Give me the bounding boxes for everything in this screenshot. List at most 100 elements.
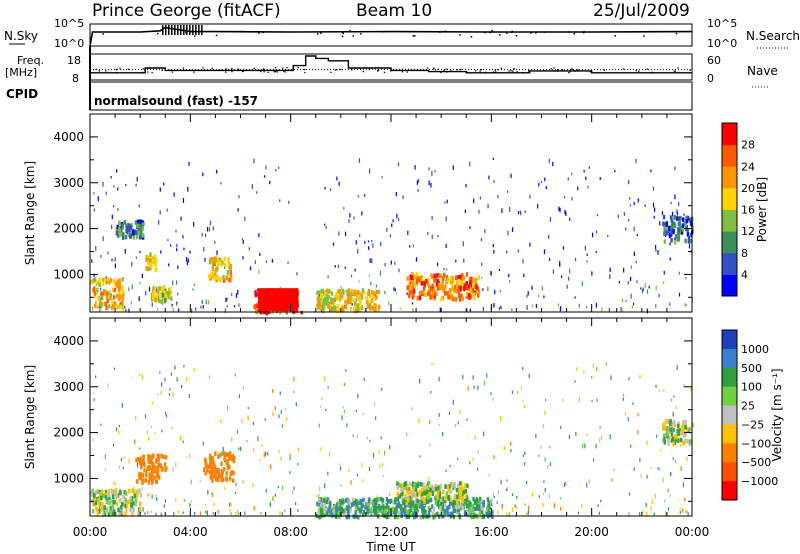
velocity-echo: [350, 480, 352, 485]
velocity-cell: [385, 514, 389, 520]
power-cell: [687, 235, 691, 240]
power-echo: [609, 274, 611, 279]
power-cell: [408, 293, 411, 298]
velocity-echo: [520, 387, 522, 390]
power-cell: [152, 295, 155, 301]
power-cell: [431, 283, 434, 289]
power-echo: [343, 207, 345, 210]
power-cell: [229, 266, 232, 272]
power-cell: [339, 292, 342, 297]
velocity-echo: [134, 439, 136, 445]
freq-point: [115, 69, 117, 71]
velocity-cell: [91, 508, 95, 514]
freq-point: [527, 69, 530, 71]
velocity-cell: [212, 460, 215, 465]
freq-point: [231, 71, 233, 73]
velocity-echo: [438, 376, 440, 382]
power-echo: [244, 216, 246, 221]
power-cell: [365, 296, 368, 301]
power-echo: [469, 226, 471, 230]
power-cell: [687, 239, 691, 244]
power-cell: [431, 294, 434, 300]
power-cell: [341, 306, 345, 311]
power-cell: [101, 295, 104, 301]
velocity-echo: [370, 501, 372, 505]
power-cell: [222, 275, 225, 280]
power-echo: [489, 270, 492, 276]
power-echo: [635, 158, 637, 164]
power-echo: [644, 203, 646, 208]
power-cell: [684, 222, 687, 227]
velocity-echo: [363, 377, 365, 382]
velocity-echo: [646, 440, 648, 446]
power-cell: [377, 289, 381, 295]
velocity-echo: [406, 432, 408, 436]
power-cell: [106, 276, 110, 282]
velocity-cell: [682, 429, 685, 434]
velocity-cell: [157, 454, 161, 459]
velocity-cell: [664, 426, 667, 432]
velocity-echo: [361, 463, 363, 468]
nsearch-point: [241, 30, 244, 33]
power-cell: [671, 229, 674, 234]
power-echo: [632, 302, 635, 306]
power-echo: [178, 308, 180, 313]
velocity-echo: [622, 393, 625, 397]
power-cell: [677, 231, 681, 237]
power-echo: [332, 242, 335, 246]
velocity-colorbar-segment: [722, 424, 737, 444]
velocity-echo: [628, 492, 631, 496]
velocity-echo: [213, 502, 215, 506]
power-cell: [127, 227, 131, 232]
power-echo: [548, 158, 550, 164]
power-echo: [508, 273, 510, 278]
power-cell: [254, 290, 257, 295]
velocity-echo: [223, 487, 226, 490]
velocity-cell: [158, 462, 162, 468]
power-cell: [456, 279, 459, 285]
freq-point: [512, 68, 515, 71]
freq-point: [556, 70, 559, 72]
velocity-cell: [491, 514, 494, 520]
ytick-label: 2000: [53, 222, 84, 236]
power-echo: [271, 259, 273, 263]
velocity-cell: [451, 503, 455, 509]
velocity-echo: [599, 425, 601, 430]
power-panel: [89, 113, 694, 316]
velocity-echo: [343, 382, 346, 387]
power-echo: [388, 301, 390, 306]
power-cell: [473, 295, 476, 301]
freq-point: [119, 67, 121, 70]
velocity-echo: [133, 486, 135, 490]
velocity-echo: [690, 387, 692, 392]
freq-point: [377, 70, 379, 72]
velocity-echo: [662, 477, 664, 483]
velocity-cell: [420, 499, 424, 505]
velocity-cell: [149, 475, 153, 481]
power-cell: [477, 289, 481, 294]
velocity-echo: [523, 404, 526, 409]
power-cell: [413, 283, 417, 288]
power-echo: [168, 263, 170, 267]
velocity-cell: [457, 504, 460, 510]
nsearch-point: [215, 34, 218, 37]
velocity-echo: [683, 383, 685, 388]
velocity-echo: [141, 487, 144, 490]
velocity-echo: [229, 509, 231, 512]
velocity-echo: [428, 476, 430, 480]
velocity-cell: [462, 505, 465, 511]
power-cell: [213, 275, 217, 280]
velocity-echo: [501, 504, 503, 509]
velocity-cell: [100, 493, 103, 499]
power-echo: [469, 161, 471, 167]
power-echo: [636, 280, 638, 284]
velocity-cell: [399, 483, 403, 488]
velocity-cell: [431, 511, 435, 517]
power-echo: [180, 216, 182, 221]
power-echo: [354, 268, 356, 272]
velocity-cell: [318, 514, 321, 520]
velocity-echo: [488, 473, 490, 476]
freq-point: [638, 70, 640, 73]
power-colorbar-frame: [721, 122, 738, 297]
power-cell: [436, 273, 439, 278]
